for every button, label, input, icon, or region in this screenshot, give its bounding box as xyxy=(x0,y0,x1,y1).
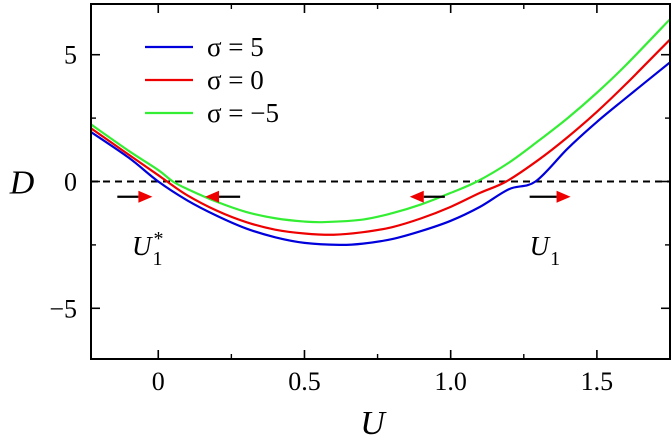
y-tick-label: 5 xyxy=(64,41,77,70)
flow-arrow-1 xyxy=(205,190,241,203)
series-line-2 xyxy=(91,18,670,224)
flow-arrow-head xyxy=(138,190,153,203)
y-tick-label: −5 xyxy=(49,294,77,323)
flow-arrow-head xyxy=(409,190,424,203)
series-line-0 xyxy=(91,61,670,247)
x-tick-label: 1.0 xyxy=(434,367,467,396)
legend-label-0: σ = 5 xyxy=(207,32,264,62)
legend-label-1: σ = 0 xyxy=(207,65,264,95)
flow-arrow-head xyxy=(205,190,220,203)
series-group xyxy=(91,18,670,247)
series-line-1 xyxy=(91,38,670,236)
x-tick-label: 1.5 xyxy=(581,367,614,396)
legend: σ = 5σ = 0σ = −5 xyxy=(145,32,279,128)
flow-arrow-3 xyxy=(529,190,571,203)
x-axis-label: U xyxy=(360,405,387,442)
x-tick-label: 0.5 xyxy=(288,367,321,396)
flow-arrow-0 xyxy=(117,190,153,203)
legend-label-2: σ = −5 xyxy=(207,98,279,128)
flow-arrow-2 xyxy=(409,190,445,203)
x-tick-label: 0 xyxy=(152,367,165,396)
annotation-label-0: U * 1 xyxy=(132,228,164,270)
y-tick-label: 0 xyxy=(64,168,77,197)
y-axis-label: D xyxy=(9,165,35,202)
annotation-label-1: U1 xyxy=(530,231,561,270)
flow-arrow-head xyxy=(556,190,571,203)
